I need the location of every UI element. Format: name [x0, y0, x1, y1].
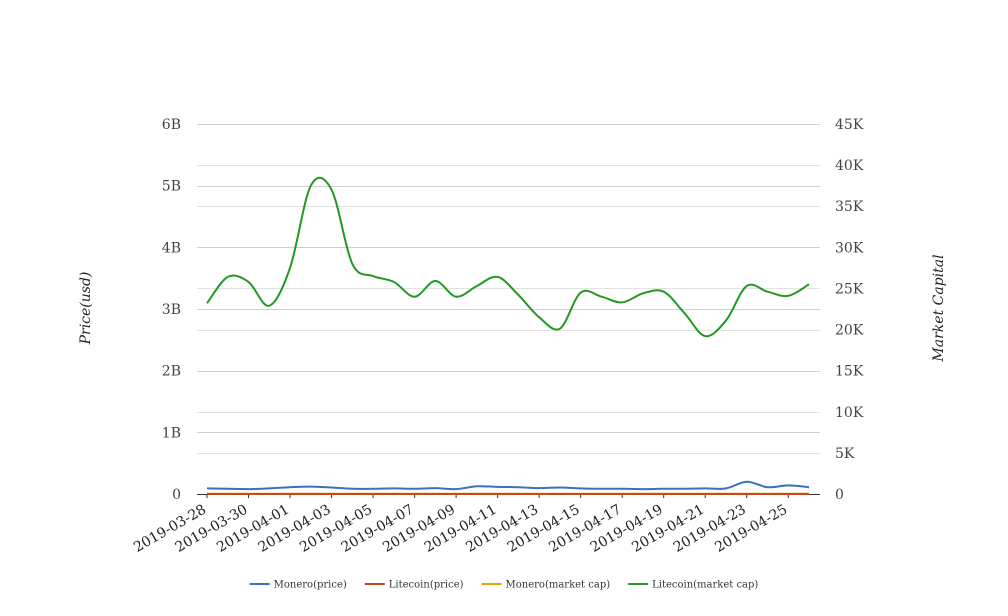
right-tick-label: 30K	[835, 240, 864, 256]
legend-label: Monero(price)	[274, 580, 347, 591]
legend-label: Litecoin(price)	[389, 580, 464, 591]
legend-item-monero-market-cap: Monero(market cap)	[481, 580, 611, 591]
left-tick-label: 1B	[162, 425, 181, 441]
left-tick-label: 6B	[162, 117, 181, 133]
left-tick-label: 5B	[162, 179, 181, 195]
right-tick-label: 15K	[835, 364, 864, 380]
right-tick-label: 35K	[835, 199, 864, 215]
legend-item-litecoin-market-cap: Litecoin(market cap)	[628, 580, 758, 591]
left-tick-label: 2B	[162, 364, 181, 380]
left-axis-ticks: 0 1B 2B 3B 4B 5B 6B	[162, 117, 181, 503]
right-axis-ticks: 0 5K 10K 15K 20K 25K 30K 35K 40K 45K	[835, 117, 864, 503]
right-tick-label: 20K	[835, 323, 864, 339]
left-axis-title: Price(usd)	[78, 272, 94, 346]
right-tick-label: 10K	[835, 405, 864, 421]
legend-label: Monero(market cap)	[506, 580, 611, 591]
legend-item-monero-price: Monero(price)	[249, 580, 347, 591]
series-line-litecoin-market-cap	[206, 176, 810, 338]
x-axis: 2019-03-282019-03-302019-04-012019-04-03…	[131, 494, 790, 556]
left-tick-label: 3B	[162, 302, 181, 318]
right-tick-label: 45K	[835, 117, 864, 133]
legend-item-litecoin-price: Litecoin(price)	[364, 580, 464, 591]
series-line-monero-price	[206, 480, 810, 491]
series-lines	[206, 176, 810, 495]
right-tick-label: 25K	[835, 281, 864, 297]
right-tick-label: 40K	[835, 158, 864, 174]
legend: Monero(price) Litecoin(price) Monero(marke…	[249, 580, 758, 591]
right-tick-label: 0	[835, 487, 844, 503]
grid-lines	[197, 124, 820, 495]
left-tick-label: 0	[172, 487, 181, 503]
left-tick-label: 4B	[162, 240, 181, 256]
legend-label: Litecoin(market cap)	[652, 580, 758, 591]
right-tick-label: 5K	[835, 446, 855, 462]
right-axis-title: Market Capital	[931, 254, 947, 362]
